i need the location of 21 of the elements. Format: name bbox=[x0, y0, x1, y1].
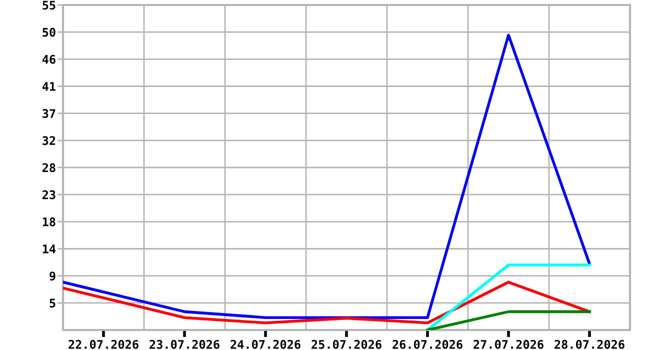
x-tick-label: 27.07.2026 bbox=[474, 340, 544, 349]
line-series bbox=[63, 34, 591, 319]
y-tick-label: 9 bbox=[50, 272, 56, 281]
y-tick-label: 5 bbox=[50, 298, 56, 308]
y-tick-label: 28 bbox=[42, 163, 56, 172]
y-tick-label: 37 bbox=[42, 109, 56, 118]
y-tick-label: 32 bbox=[42, 136, 56, 146]
x-tick-label: 26.07.2026 bbox=[392, 340, 462, 349]
x-tick-label: 24.07.2026 bbox=[230, 340, 300, 349]
y-tick-label: 41 bbox=[42, 82, 56, 91]
y-tick-label: 55 bbox=[42, 0, 56, 10]
x-tick-label: 25.07.2026 bbox=[312, 340, 382, 349]
y-tick-label: 18 bbox=[42, 217, 56, 226]
x-tick-label: 22.07.2026 bbox=[68, 340, 138, 349]
y-tick-label: 14 bbox=[42, 244, 56, 254]
x-tick-label: 28.07.2026 bbox=[554, 340, 624, 349]
y-tick-label: 50 bbox=[42, 28, 56, 37]
y-tick-label: 46 bbox=[42, 54, 56, 64]
y-tick-label: 23 bbox=[42, 190, 56, 200]
x-tick-label: 23.07.2026 bbox=[150, 340, 220, 349]
line-series bbox=[63, 280, 591, 324]
